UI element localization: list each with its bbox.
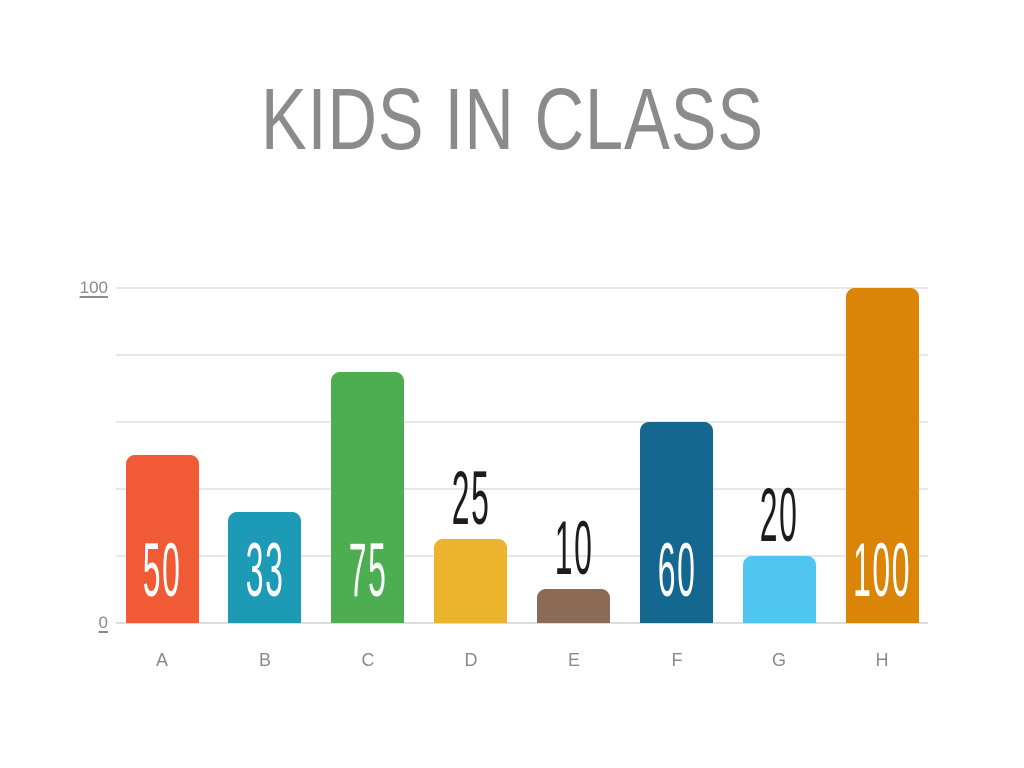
y-axis-tick-100: 100 (79, 278, 108, 297)
gridline-40 (116, 488, 928, 490)
gridline-100 (116, 287, 928, 289)
chart-title: KIDS IN CLASS (0, 76, 1024, 163)
bar-G (743, 556, 816, 623)
gridline-60 (116, 421, 928, 423)
bar-value-label-C: 75 (298, 533, 438, 609)
bar-value-label-F: 60 (607, 533, 747, 609)
bar-A (126, 455, 199, 623)
x-axis-label-G: G (771, 650, 786, 670)
bar-value-text-A: 50 (142, 528, 182, 613)
x-axis-label-E: E (567, 650, 580, 670)
bar-value-label-G: 20 (709, 478, 849, 554)
bar-value-text-B: 33 (245, 528, 285, 613)
x-axis-label-D: D (464, 650, 478, 670)
bar-value-label-H: 100 (812, 533, 952, 609)
x-axis-label-C: C (361, 650, 375, 670)
bar-value-text-D: 25 (451, 456, 491, 541)
x-axis-label-F: F (671, 650, 683, 670)
x-axis-label-H: H (875, 650, 889, 670)
x-axis-label-B: B (258, 650, 271, 670)
bar-value-label-D: 25 (401, 461, 541, 537)
bar-value-text-F: 60 (657, 528, 697, 613)
gridline-80 (116, 354, 928, 356)
bar-value-text-G: 20 (759, 473, 799, 558)
bar-value-text-E: 10 (554, 506, 594, 591)
y-axis-tick-0: 0 (98, 613, 108, 632)
bar-value-text-H: 100 (852, 528, 912, 613)
bar-F (640, 422, 713, 623)
bar-D (434, 539, 507, 623)
bar-H (846, 288, 919, 623)
bar-value-label-E: 10 (504, 511, 644, 587)
bar-C (331, 372, 404, 623)
bar-E (537, 589, 610, 623)
bar-value-label-A: 50 (92, 533, 232, 609)
gridline-20 (116, 555, 928, 557)
chart-title-text: KIDS IN CLASS (260, 71, 764, 169)
gridline-0 (116, 622, 928, 624)
bar-value-text-C: 75 (348, 528, 388, 613)
bar-value-label-B: 33 (195, 533, 335, 609)
x-axis-label-A: A (155, 650, 168, 670)
bar-B (228, 512, 301, 623)
